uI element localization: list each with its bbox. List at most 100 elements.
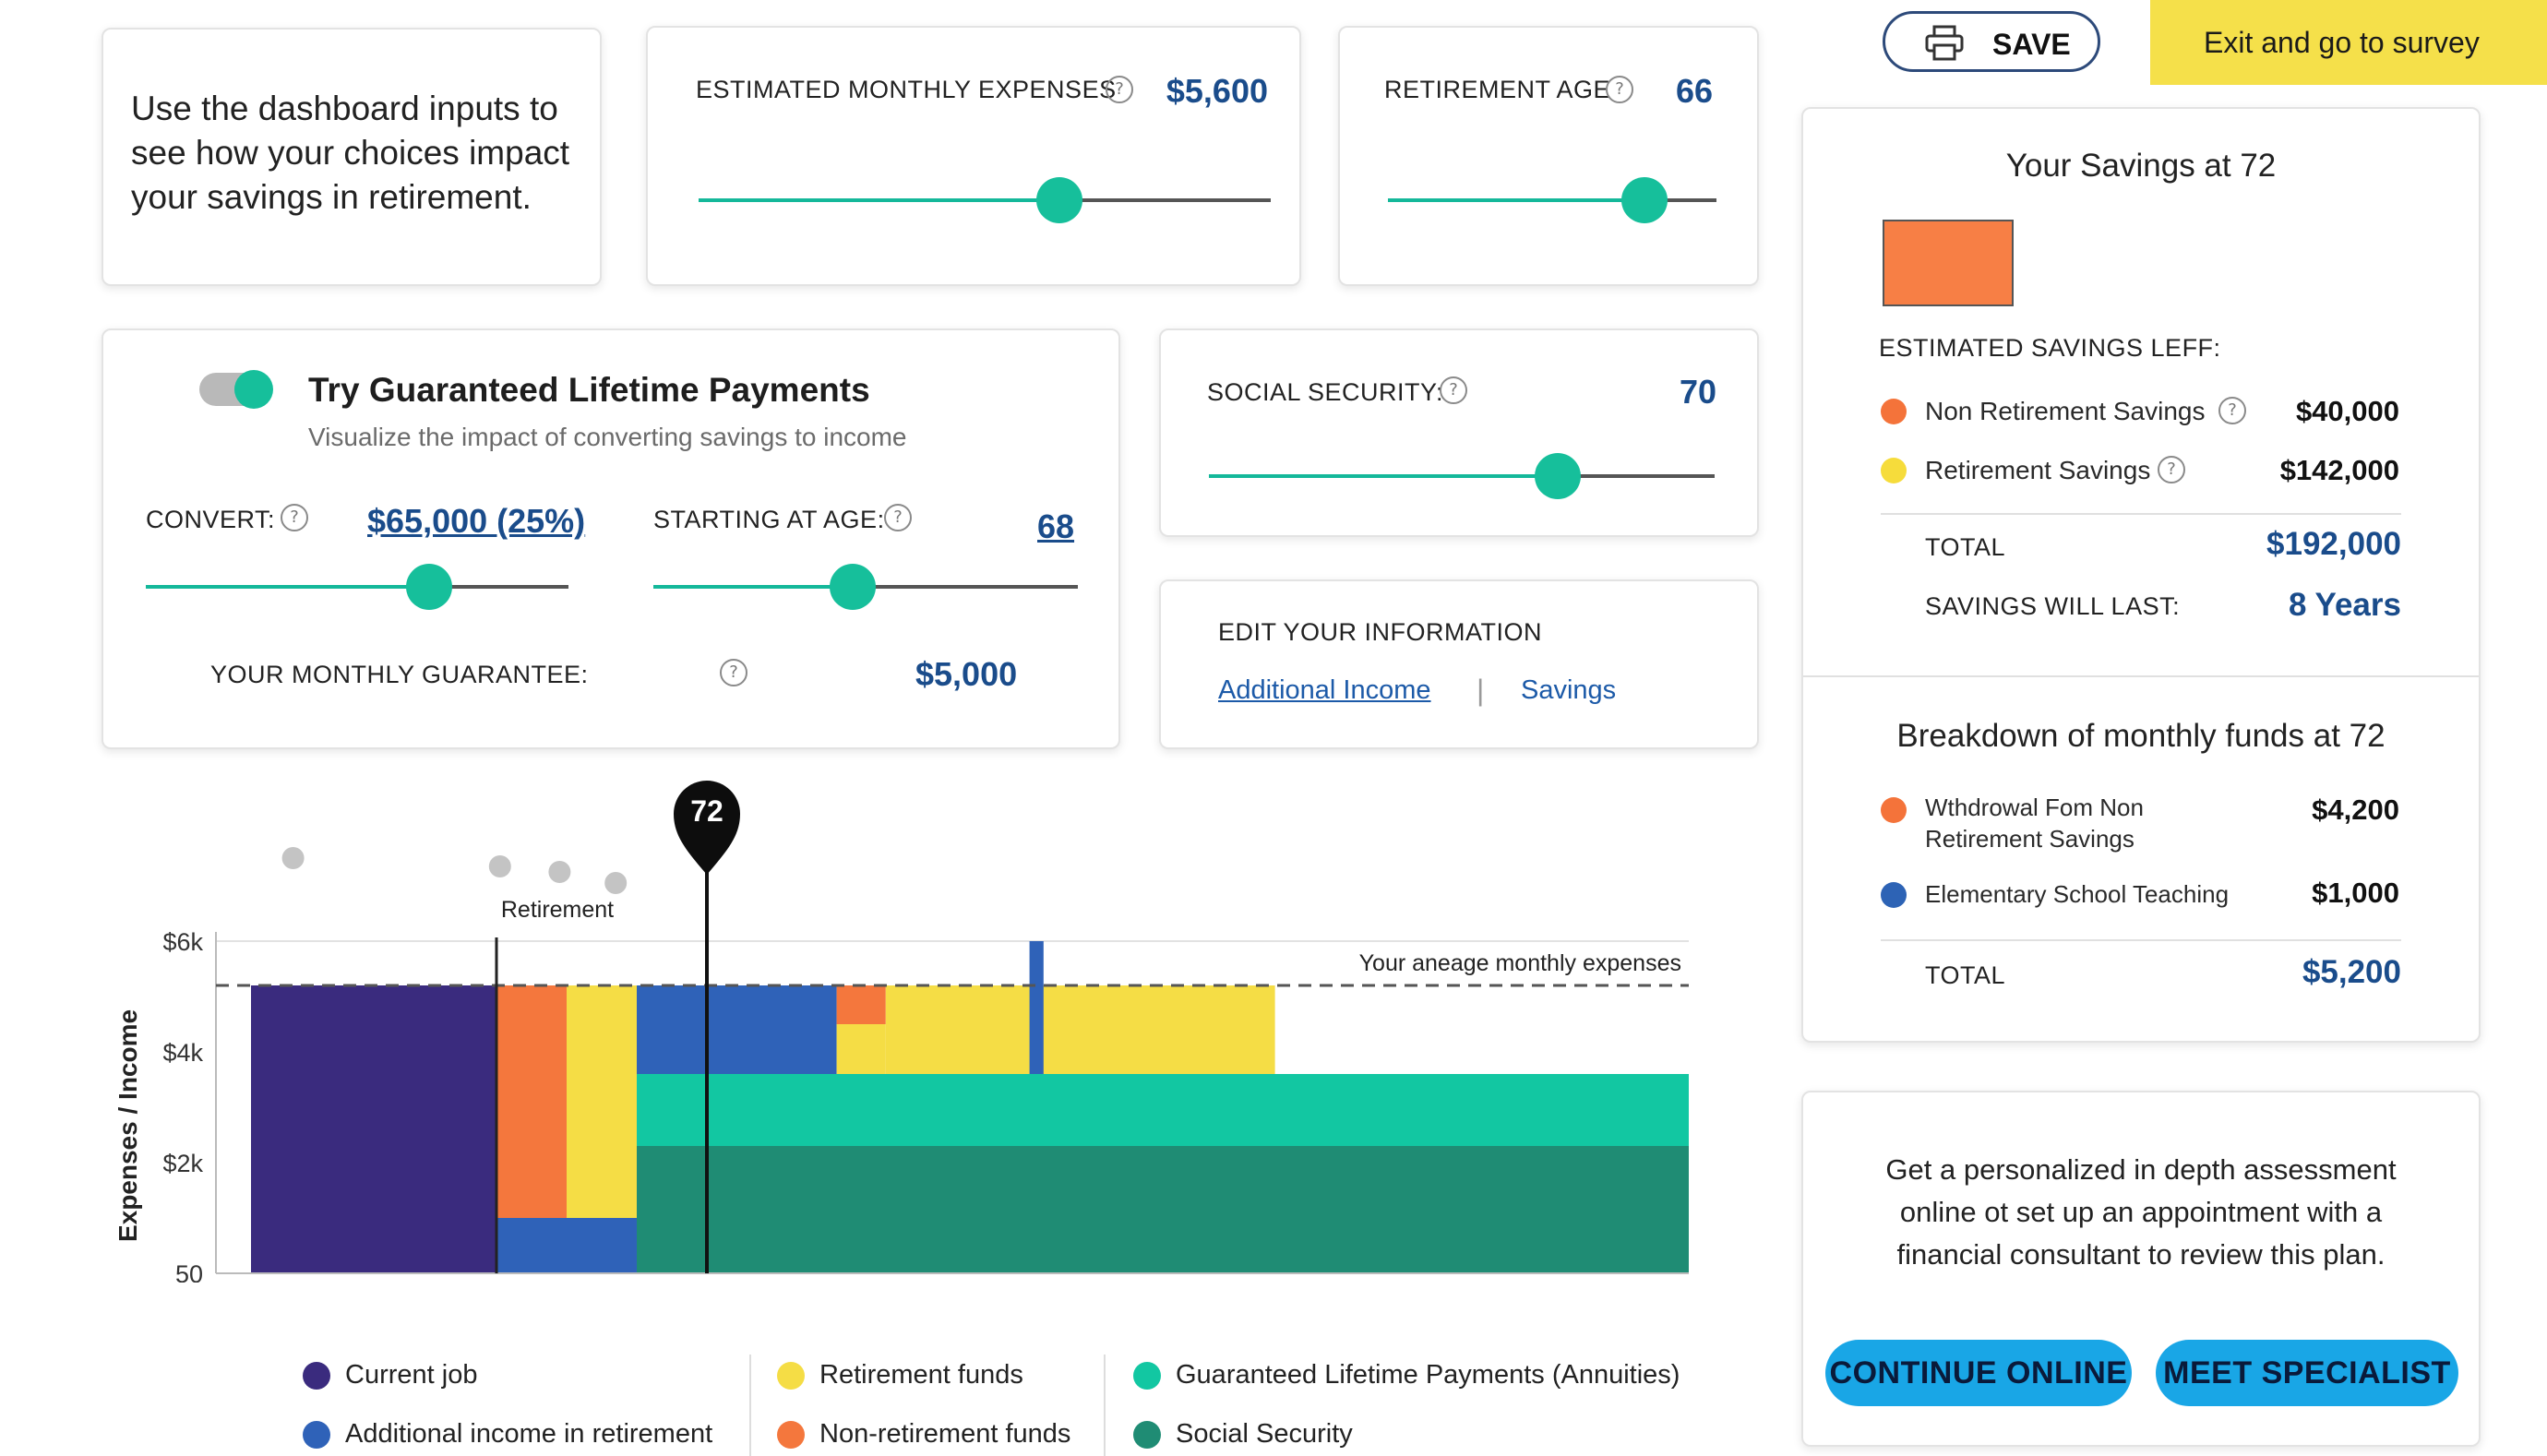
expenses-slider-thumb[interactable] [1035,177,1082,223]
non-retirement-dot [1881,399,1907,424]
breakdown-withdrawal-line-1: Wthdrowal Fom Non [1925,794,2144,821]
legend-current-job-label: Current job [345,1360,478,1390]
history-dot-1 [488,855,511,877]
savings-total-value: $192,000 [2266,526,2401,562]
printer-icon [1925,25,1964,61]
breakdown-total-label: TOTAL [1925,961,2006,989]
segment-additional-income-in-retirement-1 [496,1218,637,1273]
breakdown-withdrawal-dot [1881,797,1907,823]
consult-line-2: online ot set up an appointment with a [1899,1196,2383,1228]
marker-age-label: 72 [690,794,723,828]
convert-slider-thumb[interactable] [405,564,452,610]
savings-link[interactable]: Savings [1521,675,1617,705]
retirement-age-card: RETIREMENT AGE ? 66 [1338,26,1759,286]
retirement-age-slider-thumb[interactable] [1620,177,1668,223]
starting-age-slider-thumb[interactable] [830,564,877,610]
legend-social-security: Social Security [1133,1419,1353,1450]
retirement-help-icon[interactable]: ? [2158,456,2185,483]
segment-current-job-0 [251,985,496,1273]
breakdown-withdrawal-line-2: Retirement Savings [1925,825,2134,853]
consult-line-1: Get a personalized in depth assessment [1885,1153,2397,1186]
expenses-slider[interactable] [699,177,1271,223]
y-tick-1: $2k [162,1150,203,1177]
segment-retirement-funds-3 [567,985,637,1218]
history-dot-2 [548,861,571,883]
monthly-guarantee-help-icon[interactable]: ? [720,659,747,686]
convert-value: $65,000 (25%) [367,502,586,540]
breakdown-total-value: $5,200 [2302,954,2401,990]
legend-retirement-funds-label: Retirement funds [819,1360,1023,1390]
breakdown-divider [1881,939,2401,941]
breakdown-teaching-dot [1881,882,1907,908]
y-tick-2: $4k [162,1039,203,1067]
retirement-age-value: 66 [1676,72,1714,110]
expenses-value: $5,600 [1166,72,1268,110]
segment-retirement-funds-8 [836,1024,886,1074]
expenses-slider-fill [699,198,1059,202]
save-label: SAVE [1992,28,2071,61]
edit-info-card: EDIT YOUR INFORMATION Additional Income … [1159,579,1759,749]
retirement-age-slider-fill [1388,198,1644,202]
convert-help-icon[interactable]: ? [281,504,308,531]
intro-line-3: your savings in retirement. [131,178,532,216]
legend-separator-2 [1104,1355,1106,1456]
guaranteed-card: Try Guaranteed Lifetime Payments Visuali… [102,328,1120,749]
segment-additional-income-in-retirement-10 [1029,941,1044,1074]
consult-card: Get a personalized in depth assessment o… [1801,1091,2481,1447]
retirement-amount: $142,000 [2279,454,2399,486]
guaranteed-toggle-knob [234,370,273,409]
savings-swatch [1883,220,2014,306]
legend-retirement-funds-swatch [777,1362,805,1390]
meet-specialist-button[interactable]: MEET SPECIALIST [2156,1340,2458,1406]
retirement-age-slider[interactable] [1388,177,1716,223]
guaranteed-title: Try Guaranteed Lifetime Payments [308,371,870,409]
legend-social-security-label: Social Security [1176,1419,1353,1449]
additional-income-link[interactable]: Additional Income [1218,675,1431,705]
segment-guaranteed-lifetime-payments-annuities--5 [637,1074,1689,1146]
breakdown-title: Breakdown of monthly funds at 72 [1896,718,2386,754]
savings-card: Your Savings at 72 ESTIMATED SAVINGS LEF… [1801,107,2481,1043]
starting-age-help-icon[interactable]: ? [884,504,912,531]
breakdown-teaching-label: Elementary School Teaching [1925,880,2230,908]
social-security-label: SOCIAL SECURITY: [1207,378,1444,406]
save-button[interactable]: SAVE [1883,11,2100,72]
guaranteed-toggle[interactable] [199,370,273,409]
social-security-help-icon[interactable]: ? [1440,376,1467,404]
continue-online-button[interactable]: CONTINUE ONLINE [1825,1340,2132,1406]
segment-non-retirement-funds-2 [496,985,567,1218]
convert-label: CONVERT: [146,506,276,533]
expenses-help-icon[interactable]: ? [1106,76,1133,103]
income-chart: Your aneage monthly expenses Retirement 72… [114,781,1707,1283]
legend-current-job: Current job [303,1360,477,1390]
starting-age-slider[interactable] [653,564,1078,610]
savings-total-label: TOTAL [1925,533,2006,561]
legend-annuities-swatch [1133,1362,1161,1390]
breakdown-withdrawal-amount: $4,200 [2312,794,2399,826]
savings-last-value: 8 Years [2289,587,2401,623]
social-security-slider-fill [1209,474,1559,478]
convert-slider[interactable] [146,564,568,610]
retirement-age-help-icon[interactable]: ? [1606,76,1633,103]
segment-additional-income-in-retirement-6 [637,985,837,1074]
legend-annuities: Guaranteed Lifetime Payments (Annuities) [1133,1360,1680,1390]
legend-non-retirement-funds-swatch [777,1421,805,1450]
exit-survey-label: Exit and go to survey [2204,26,2480,59]
savings-divider [1881,513,2401,515]
social-security-value: 70 [1679,373,1716,411]
history-dot-0 [281,847,305,869]
chart-fade [1541,941,1707,1275]
savings-title: Your Savings at 72 [2005,148,2277,184]
starting-age-label: STARTING AT AGE: [653,506,885,533]
retirement-label: Retirement [501,897,614,923]
monthly-guarantee-value: $5,000 [915,655,1018,693]
monthly-guarantee-label: YOUR MONTHLY GUARANTEE: [210,661,589,688]
non-retirement-amount: $40,000 [2295,395,2399,427]
social-security-slider-thumb[interactable] [1535,453,1582,499]
history-dot-3 [604,872,628,894]
intro-line-1: Use the dashboard inputs to [131,90,558,127]
legend-social-security-swatch [1133,1421,1161,1450]
retirement-label: Retirement Savings [1925,456,2151,484]
exit-survey-button[interactable]: Exit and go to survey [2150,0,2547,85]
non-retirement-help-icon[interactable]: ? [2218,397,2246,424]
social-security-slider[interactable] [1209,453,1715,499]
